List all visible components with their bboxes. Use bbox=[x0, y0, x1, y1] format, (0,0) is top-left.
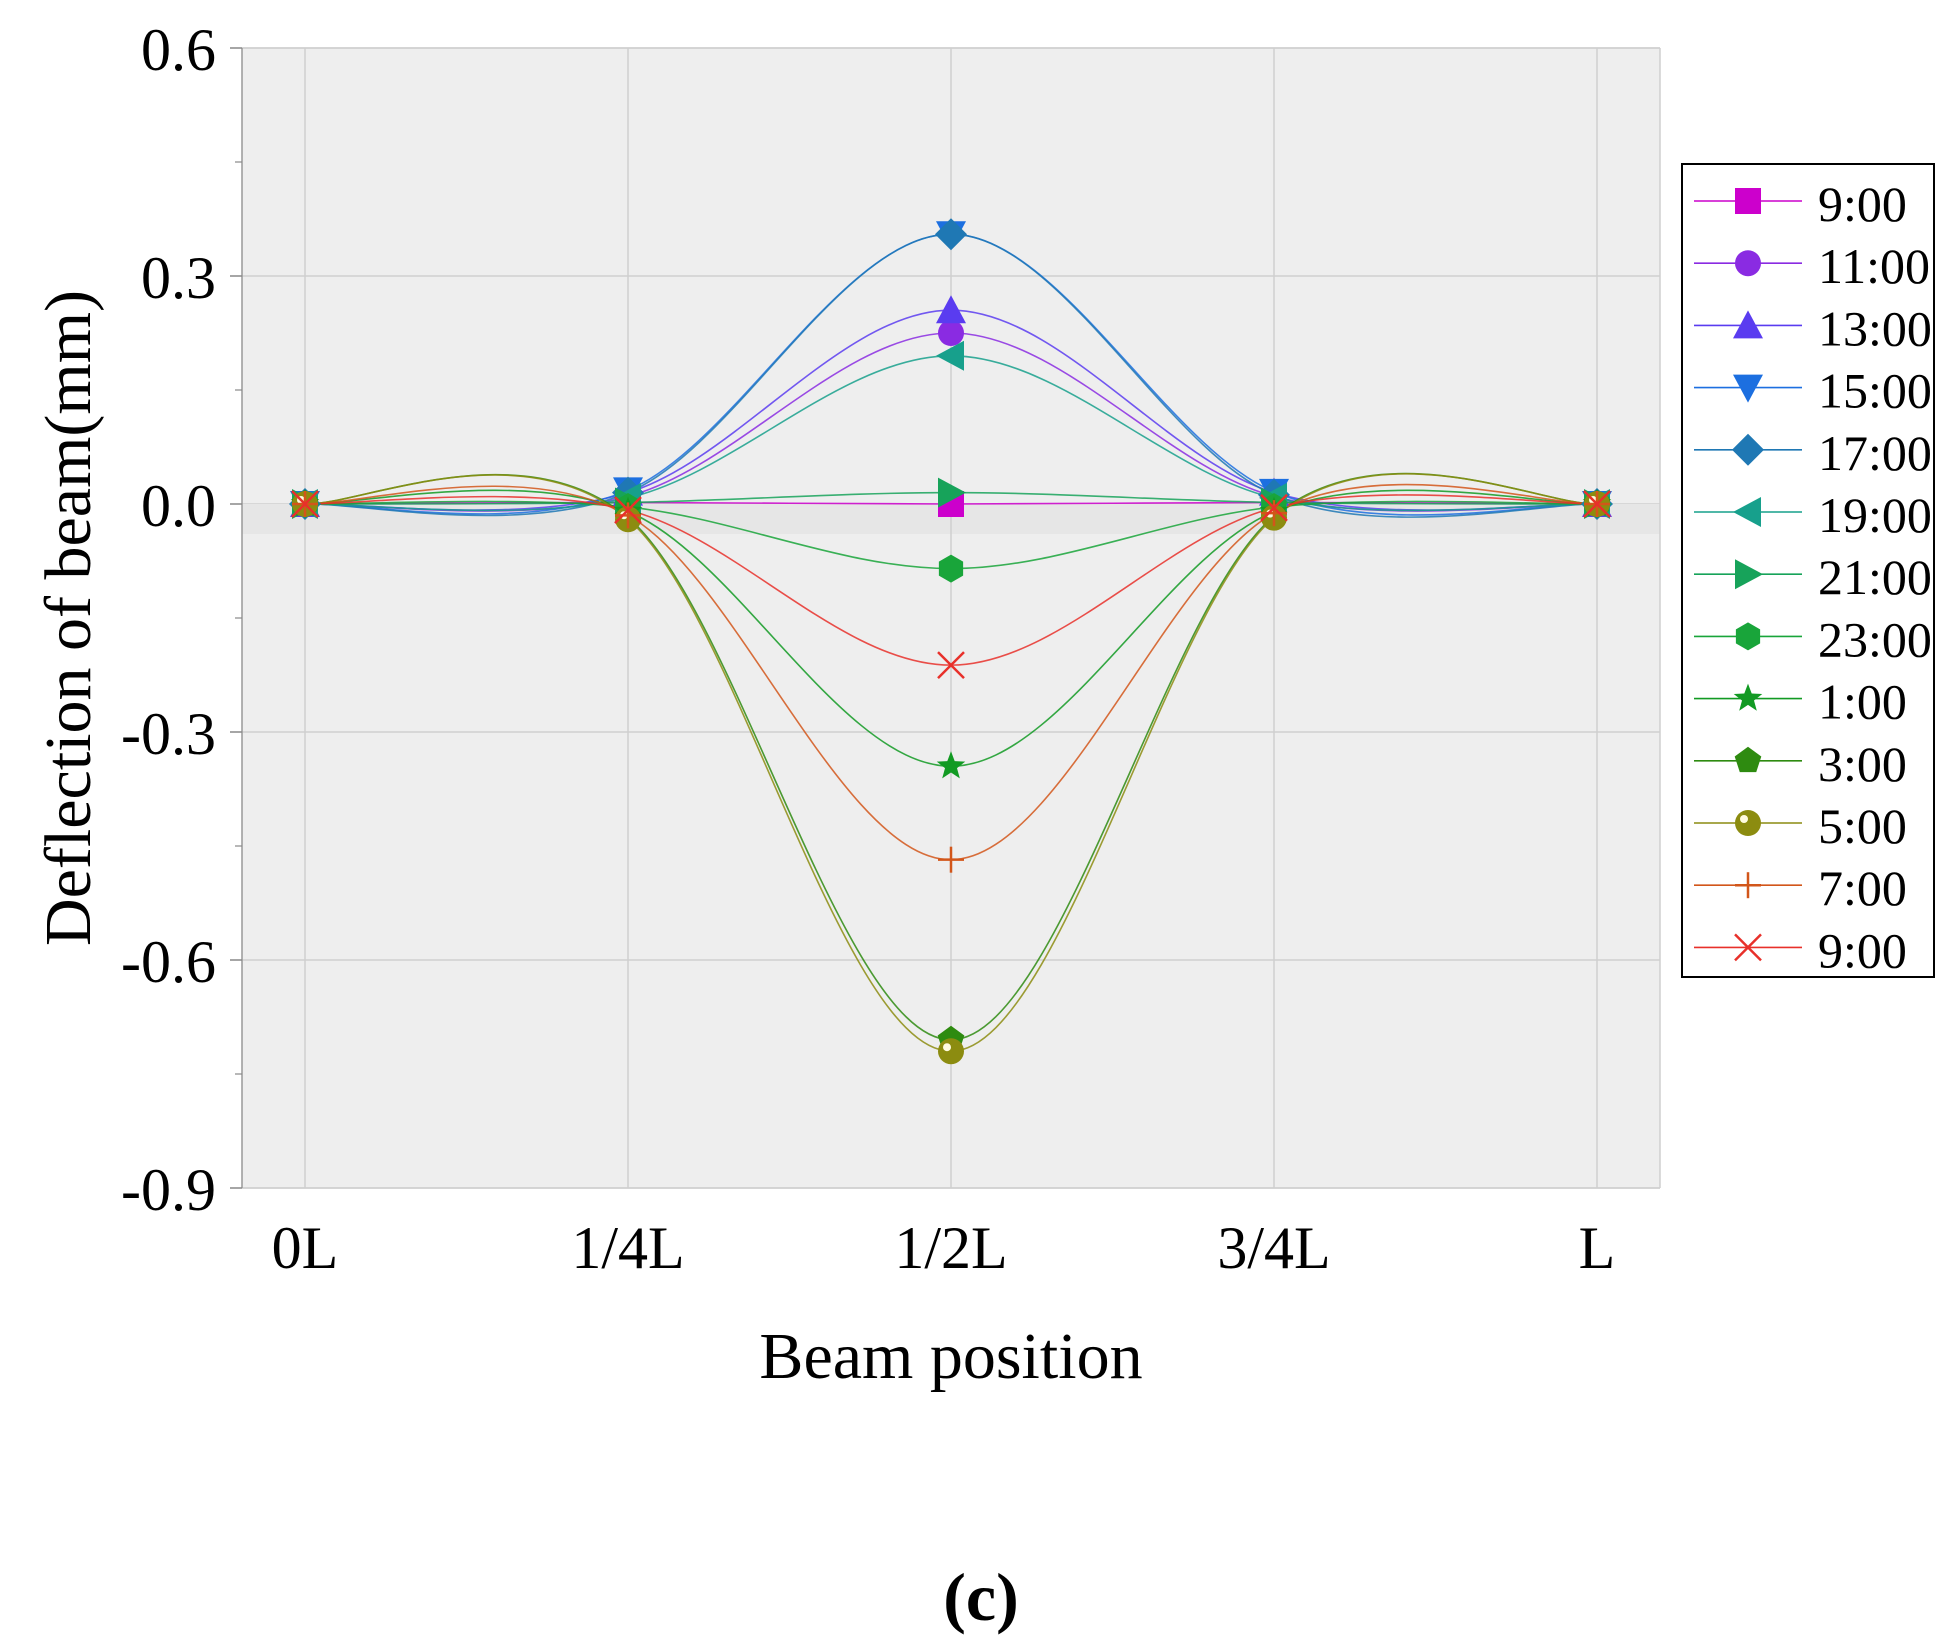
x-axis-title: Beam position bbox=[759, 1320, 1142, 1393]
legend: 9:00 11:00 13:00 15:00 17:00 19:00 21:00 23:00 1… bbox=[1681, 163, 1935, 978]
y-axis-ticks: 0.6 0.3 0.0 -0.3 -0.6 -0.9 bbox=[121, 17, 242, 1223]
legend-label: 15:00 bbox=[1818, 363, 1932, 419]
marker-diamond bbox=[935, 218, 967, 251]
marker-diamond bbox=[1732, 433, 1764, 466]
marker-triangle-down bbox=[1733, 374, 1763, 403]
legend-label: 23:00 bbox=[1818, 611, 1932, 667]
legend-label: 9:00 bbox=[1818, 176, 1907, 232]
marker-ball bbox=[938, 1038, 964, 1065]
legend-label: 13:00 bbox=[1818, 300, 1932, 356]
marker-x-b bbox=[1583, 490, 1611, 518]
marker-triangle-left bbox=[1733, 497, 1761, 527]
marker-triangle-left bbox=[936, 340, 964, 371]
y-tick-label: 0.0 bbox=[141, 473, 216, 539]
marker-x-b bbox=[291, 490, 319, 518]
marker-x-b bbox=[1734, 933, 1762, 962]
marker-ball bbox=[1735, 810, 1761, 836]
y-tick-label: 0.6 bbox=[141, 17, 216, 83]
marker-hexagon bbox=[938, 554, 964, 583]
marker-ball-highlight bbox=[1740, 815, 1748, 823]
legend-box bbox=[1681, 163, 1935, 978]
y-tick-label: -0.6 bbox=[121, 929, 216, 995]
y-tick-label: -0.3 bbox=[121, 701, 216, 767]
x-axis-ticks: 0L 1/4L 1/2L 3/4L L bbox=[272, 1215, 1616, 1281]
marker-triangle-right bbox=[938, 477, 966, 508]
marker-pentagon bbox=[1734, 746, 1762, 773]
legend-label: 1:00 bbox=[1818, 674, 1907, 730]
legend-label: 3:00 bbox=[1818, 736, 1907, 792]
marker-star bbox=[936, 751, 966, 779]
legend-label: 9:00 bbox=[1818, 922, 1907, 978]
x-tick-label: 1/4L bbox=[571, 1215, 684, 1281]
series-markers bbox=[289, 218, 1613, 1065]
panel-label: (c) bbox=[943, 1559, 1018, 1635]
x-tick-label: L bbox=[1579, 1215, 1616, 1281]
marker-star bbox=[1733, 683, 1763, 711]
legend-label: 21:00 bbox=[1818, 549, 1932, 605]
legend-label: 5:00 bbox=[1818, 798, 1907, 854]
marker-square bbox=[1735, 188, 1761, 214]
y-axis-title: Deflection of beam(mm) bbox=[32, 290, 105, 946]
marker-triangle-up bbox=[936, 295, 966, 324]
x-tick-label: 1/2L bbox=[894, 1215, 1007, 1281]
legend-label: 17:00 bbox=[1818, 425, 1932, 481]
marker-circle bbox=[1735, 250, 1761, 277]
marker-x-b bbox=[614, 496, 642, 524]
marker-ball-highlight bbox=[943, 1043, 951, 1052]
marker-hexagon bbox=[1735, 622, 1761, 651]
marker-x-b bbox=[937, 651, 965, 680]
legend-label: 7:00 bbox=[1818, 860, 1907, 916]
marker-triangle-right bbox=[1735, 559, 1763, 590]
y-tick-label: -0.9 bbox=[121, 1157, 216, 1223]
legend-label: 19:00 bbox=[1818, 487, 1932, 543]
y-tick-label: 0.3 bbox=[141, 245, 216, 311]
marker-circle bbox=[938, 320, 964, 346]
x-tick-label: 0L bbox=[272, 1215, 339, 1281]
marker-x-b bbox=[1260, 493, 1288, 522]
x-tick-label: 3/4L bbox=[1217, 1215, 1330, 1281]
legend-label: 11:00 bbox=[1818, 238, 1930, 294]
marker-triangle-up bbox=[1733, 310, 1763, 339]
